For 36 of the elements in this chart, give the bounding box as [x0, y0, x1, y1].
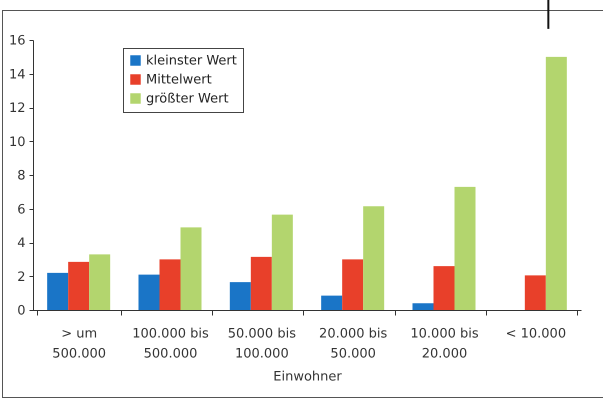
- bar: [546, 56, 567, 310]
- y-tick-label: 4: [17, 236, 26, 251]
- y-tick-label: 14: [8, 67, 26, 82]
- bar: [47, 272, 68, 310]
- bar: [159, 259, 181, 310]
- y-tick-label: 12: [8, 101, 26, 116]
- legend-label: Mittelwert: [146, 72, 212, 88]
- bar: [433, 266, 455, 310]
- y-tick-label: 8: [17, 168, 26, 184]
- bar: [250, 256, 272, 310]
- x-tick-label: 50.000 bis 100.000: [228, 326, 296, 362]
- bar: [230, 282, 251, 310]
- bar: [272, 214, 293, 310]
- bar: [524, 275, 546, 310]
- x-tick-label: < 10.000: [506, 326, 566, 342]
- bar: [363, 206, 384, 310]
- legend-label: kleinster Wert: [146, 54, 237, 68]
- bar: [68, 262, 90, 310]
- bar: [89, 254, 110, 310]
- bar: [412, 303, 434, 310]
- y-tick-label: 2: [17, 270, 26, 285]
- x-tick-label: 20.000 bis 50.000: [319, 326, 388, 362]
- bar: [138, 274, 160, 310]
- y-tick-label: 16: [8, 34, 26, 48]
- x-tick-label: > um 500.000: [52, 326, 106, 362]
- bar: [180, 227, 202, 310]
- bar: [454, 186, 476, 310]
- x-tick-label: 10.000 bis 20.000: [410, 326, 479, 362]
- x-axis-title: Einwohner: [273, 370, 342, 384]
- y-tick-label: 10: [8, 134, 26, 150]
- legend-label: größter Wert: [146, 92, 229, 106]
- y-tick-label: 6: [17, 202, 26, 218]
- x-tick-label: 100.000 bis 500.000: [132, 326, 209, 362]
- bar: [342, 259, 364, 310]
- bar: [321, 296, 342, 310]
- y-tick-label: 0: [17, 304, 26, 318]
